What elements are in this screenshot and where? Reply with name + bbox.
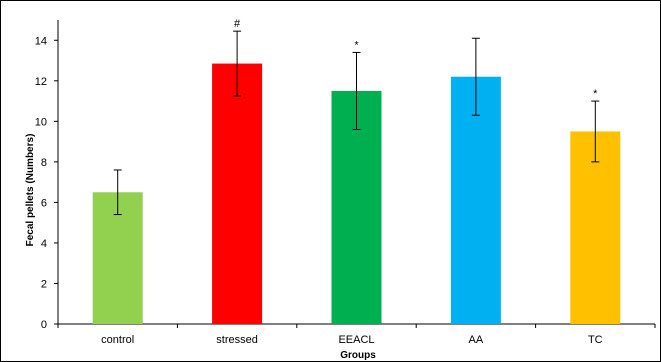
bar-tc bbox=[570, 131, 621, 324]
error-bars bbox=[113, 30, 600, 216]
bar-stressed bbox=[212, 63, 263, 324]
significance-markers: # * * bbox=[234, 18, 598, 100]
y-tick-label: 14 bbox=[35, 35, 47, 47]
bars bbox=[92, 63, 621, 324]
x-category-label: AA bbox=[469, 334, 484, 346]
y-tick-label: 10 bbox=[35, 116, 47, 128]
significance-marker: # bbox=[234, 18, 241, 30]
x-axis: control stressed EEACL AA TC bbox=[57, 323, 656, 346]
x-axis-title: Groups bbox=[340, 350, 376, 361]
y-tick-label: 0 bbox=[41, 319, 47, 331]
y-axis-title: Fecal pellets (Numbers) bbox=[25, 134, 36, 247]
y-axis: 0 2 4 6 8 10 12 14 bbox=[35, 20, 59, 331]
x-category-label: stressed bbox=[216, 334, 258, 346]
x-category-label: TC bbox=[588, 334, 603, 346]
y-tick-label: 4 bbox=[41, 238, 47, 250]
y-tick-label: 8 bbox=[41, 157, 47, 169]
y-tick-label: 2 bbox=[41, 278, 47, 290]
significance-marker: * bbox=[354, 39, 359, 51]
y-tick-label: 6 bbox=[41, 197, 47, 209]
y-tick-label: 12 bbox=[35, 76, 47, 88]
x-category-label: control bbox=[101, 334, 134, 346]
x-category-label: EEACL bbox=[338, 334, 374, 346]
bar-aa bbox=[450, 76, 501, 324]
significance-marker: * bbox=[593, 88, 598, 100]
